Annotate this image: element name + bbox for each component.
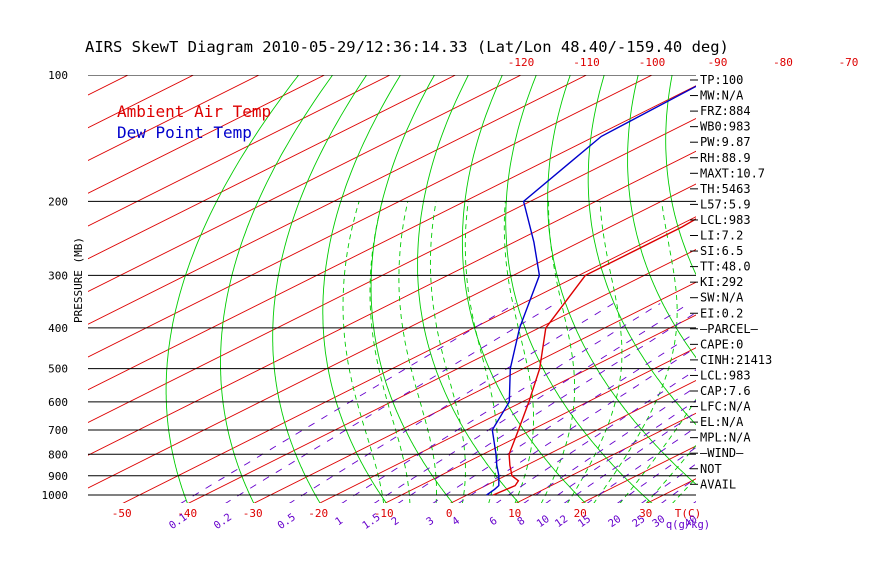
pressure-tick-label: 200 (48, 195, 68, 208)
dry-adiabat-line (371, 75, 453, 504)
dry-adiabat-line (588, 75, 785, 504)
index-label: LFC:N/A (700, 400, 751, 414)
moist-adiabat-line (430, 201, 465, 504)
index-label: CINH:21413 (700, 353, 772, 367)
index-label: CAPE:0 (700, 337, 743, 351)
dry-adiabat-line (323, 75, 401, 504)
isotherm-line (253, 56, 870, 504)
mixing-ratio-line (661, 304, 870, 504)
mixing-ratio-line (432, 304, 741, 504)
index-label: EL:N/A (700, 415, 744, 429)
pressure-tick-label: 900 (48, 470, 68, 483)
index-label: AVAIL (700, 477, 736, 491)
bottom-temp-tick-label: -50 (112, 507, 132, 520)
mixing-ratio-label: 3 (424, 515, 436, 528)
pressure-tick-label: 100 (48, 69, 68, 82)
dry-adiabat-line (774, 75, 870, 504)
top-temp-tick-label: -90 (708, 56, 728, 69)
isotherm-line (0, 56, 625, 504)
index-label: —WIND— (700, 446, 744, 460)
index-label: NOT (700, 462, 722, 476)
isotherm-line (0, 56, 690, 504)
index-label: LCL:983 (700, 213, 751, 227)
pressure-tick-label: 800 (48, 448, 68, 461)
mixing-ratio-label: 0.5 (275, 511, 297, 532)
dry-adiabat-line (506, 75, 653, 504)
legend-ambient-air-temp: Ambient Air Temp (117, 102, 271, 121)
profile-lines (487, 75, 870, 495)
top-temp-tick-label: -100 (639, 56, 666, 69)
legend-dew-point-temp: Dew Point Temp (117, 123, 252, 142)
y-axis-label: PRESSURE (MB) (72, 237, 85, 323)
dry-adiabat-line (548, 75, 719, 504)
mixing-ratio-line (341, 304, 660, 504)
pressure-tick-label: 1000 (42, 489, 69, 502)
index-label: SI:6.5 (700, 244, 743, 258)
dew-point-temp-line (487, 75, 718, 495)
top-temp-tick-label: -120 (508, 56, 535, 69)
mixing-ratio-label: 1 (333, 515, 345, 528)
mixing-ratio-label: 6 (487, 515, 499, 528)
dry-adiabat-line (418, 75, 520, 504)
index-label: TT:48.0 (700, 260, 751, 274)
mixing-ratio-unit-label: q(g/kg) (666, 519, 710, 531)
pressure-tick-label: 500 (48, 363, 68, 376)
dry-adiabat-line (808, 75, 870, 504)
index-label: MAXT:10.7 (700, 166, 765, 180)
top-temp-tick-label: -80 (773, 56, 793, 69)
index-label: —PARCEL— (700, 322, 759, 336)
index-label: MW:N/A (700, 89, 744, 103)
index-label: LI:7.2 (700, 229, 743, 243)
mixing-ratio-label: 20 (606, 513, 623, 530)
mixing-ratio-label: 2 (389, 515, 401, 528)
index-label: WB0:983 (700, 120, 751, 134)
mixing-ratio-label: 0.2 (212, 511, 234, 532)
index-label: SW:N/A (700, 291, 744, 305)
dry-adiabat-line (739, 75, 870, 504)
top-temp-tick-label: -70 (839, 56, 859, 69)
index-label: FRZ:884 (700, 104, 751, 118)
isotherm-line (646, 56, 870, 504)
mixing-ratio-label: 8 (515, 515, 527, 528)
dry-adiabat-line (666, 75, 870, 504)
moist-adiabat-line (370, 201, 410, 504)
mixing-ratio-label: 12 (553, 513, 570, 530)
pressure-tick-label: 400 (48, 322, 68, 335)
index-label: EI:0.2 (700, 306, 743, 320)
moist-adiabat-line (504, 201, 533, 504)
bottom-temp-tick-label: -20 (308, 507, 328, 520)
pressure-tick-label: 600 (48, 396, 68, 409)
mixing-ratio-label: 10 (535, 513, 552, 530)
isotherm-line (318, 56, 870, 504)
mixing-ratio-line (545, 304, 841, 504)
mixing-ratio-label: 4 (450, 515, 462, 528)
index-label: TP:100 (700, 73, 743, 87)
chart-title: AIRS SkewT Diagram 2010-05-29/12:36:14.3… (85, 38, 729, 56)
isotherm-line (0, 56, 756, 504)
ambient-air-temp-line (493, 75, 870, 495)
index-label: RH:88.9 (700, 151, 751, 165)
isotherm-line (449, 56, 870, 504)
index-label: KI:292 (700, 275, 743, 289)
index-label: MPL:N/A (700, 431, 751, 445)
pressure-tick-label: 700 (48, 424, 68, 437)
mixing-ratio-label: 30 (650, 513, 667, 530)
index-label: L57:5.9 (700, 197, 751, 211)
isotherm-line (0, 56, 35, 504)
index-label: LCL:983 (700, 368, 751, 382)
bottom-temp-tick-label: -30 (243, 507, 263, 520)
mixing-ratio-line (225, 304, 556, 504)
index-label: TH:5463 (700, 182, 751, 196)
top-temp-tick-label: -110 (573, 56, 600, 69)
index-label: PW:9.87 (700, 135, 751, 149)
index-label: CAP:7.6 (700, 384, 751, 398)
isotherm-line (777, 56, 870, 504)
moist-adiabat-line (567, 201, 622, 504)
dry-adiabat-line (842, 75, 870, 504)
moist-adiabat-line (465, 201, 497, 504)
pressure-tick-label: 300 (48, 269, 68, 282)
